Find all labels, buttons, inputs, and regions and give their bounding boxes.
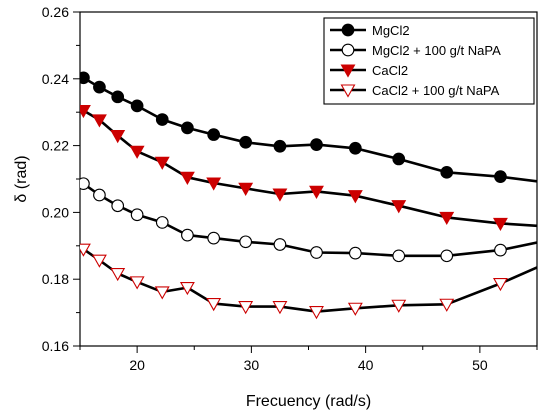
legend-marker bbox=[341, 43, 355, 57]
data-point bbox=[110, 267, 126, 282]
data-point bbox=[91, 114, 107, 128]
data-point bbox=[179, 171, 195, 185]
axes: 20 30 40 50 0.16 0.18 0.20 0.22 0.24 0.26 bbox=[42, 4, 538, 373]
data-point bbox=[206, 177, 222, 191]
data-point bbox=[238, 182, 254, 196]
data-point bbox=[347, 302, 363, 316]
legend-label: MgCl2 bbox=[372, 23, 410, 38]
data-point bbox=[347, 190, 363, 204]
y-tick-label: 0.18 bbox=[42, 271, 69, 287]
data-point bbox=[310, 138, 323, 151]
legend-label: CaCl2 bbox=[372, 63, 408, 78]
y-tick-label: 0.22 bbox=[42, 138, 69, 154]
legend-entry: CaCl2 + 100 g/t NaPA bbox=[330, 83, 500, 98]
data-point bbox=[129, 145, 145, 159]
data-point bbox=[439, 211, 455, 226]
data-point bbox=[492, 277, 508, 292]
series-4 bbox=[80, 243, 537, 320]
legend-entry: MgCl2 + 100 g/t NaPA bbox=[330, 43, 501, 58]
data-point bbox=[181, 121, 194, 135]
data-point bbox=[111, 199, 125, 213]
data-point bbox=[80, 104, 91, 119]
data-point bbox=[238, 301, 254, 315]
series-1 bbox=[80, 71, 537, 184]
data-point bbox=[494, 170, 507, 184]
data-point bbox=[348, 246, 362, 260]
data-point bbox=[392, 249, 406, 263]
x-axis-title: Frecuency (rad/s) bbox=[246, 393, 371, 410]
data-point bbox=[110, 130, 126, 144]
legend-marker bbox=[340, 84, 356, 98]
data-point bbox=[179, 281, 195, 296]
data-point bbox=[93, 188, 106, 202]
data-point bbox=[492, 217, 508, 232]
legend-label: MgCl2 + 100 g/t NaPA bbox=[372, 43, 501, 58]
legend-marker bbox=[341, 23, 355, 37]
y-axis-title: δ (rad) bbox=[13, 155, 30, 202]
data-point bbox=[273, 139, 287, 153]
data-point bbox=[181, 228, 194, 242]
y-tick-label: 0.26 bbox=[42, 4, 69, 20]
legend-entry: MgCl2 bbox=[330, 23, 410, 38]
series-2 bbox=[80, 177, 537, 263]
data-point bbox=[155, 113, 169, 126]
legend-entry: CaCl2 bbox=[330, 63, 408, 78]
data-point bbox=[440, 249, 454, 263]
data-point bbox=[155, 216, 169, 229]
series-line bbox=[82, 248, 537, 313]
data-point bbox=[272, 188, 288, 202]
y-tick-label: 0.20 bbox=[42, 204, 69, 220]
y-tick-label: 0.16 bbox=[42, 338, 69, 354]
x-tick-label: 20 bbox=[129, 357, 145, 373]
data-point bbox=[239, 135, 253, 149]
data-point bbox=[440, 165, 454, 179]
x-tick-label: 50 bbox=[472, 357, 488, 373]
data-point bbox=[207, 128, 221, 141]
data-point bbox=[80, 71, 90, 85]
data-point bbox=[273, 238, 287, 251]
data-point bbox=[348, 141, 362, 155]
data-point bbox=[154, 286, 170, 300]
data-point bbox=[439, 298, 455, 312]
data-point bbox=[239, 235, 253, 249]
data-point bbox=[494, 243, 507, 257]
data-point bbox=[206, 298, 222, 312]
series-line bbox=[82, 109, 537, 228]
data-point bbox=[130, 99, 144, 113]
legend: MgCl2 MgCl2 + 100 g/t NaPA CaCl2 CaCl2 + 10… bbox=[323, 17, 535, 105]
data-point bbox=[154, 156, 170, 170]
data-point bbox=[391, 200, 407, 214]
data-point bbox=[309, 185, 324, 199]
series-layer bbox=[80, 71, 537, 320]
data-point bbox=[392, 152, 406, 166]
data-point bbox=[111, 90, 125, 104]
x-tick-label: 40 bbox=[358, 357, 374, 373]
data-point bbox=[129, 276, 145, 290]
data-point bbox=[91, 254, 107, 268]
x-tick-label: 30 bbox=[244, 357, 260, 373]
data-point bbox=[93, 80, 106, 94]
data-point bbox=[80, 177, 90, 191]
legend-label: CaCl2 + 100 g/t NaPA bbox=[372, 83, 500, 98]
data-point bbox=[272, 301, 288, 315]
data-point bbox=[310, 246, 323, 259]
data-point bbox=[207, 231, 221, 245]
series-3 bbox=[80, 104, 537, 232]
y-tick-label: 0.24 bbox=[42, 71, 69, 87]
legend-marker bbox=[340, 64, 356, 78]
data-point bbox=[130, 208, 144, 222]
data-point bbox=[80, 243, 91, 257]
data-point bbox=[391, 299, 407, 313]
data-point bbox=[309, 306, 324, 320]
